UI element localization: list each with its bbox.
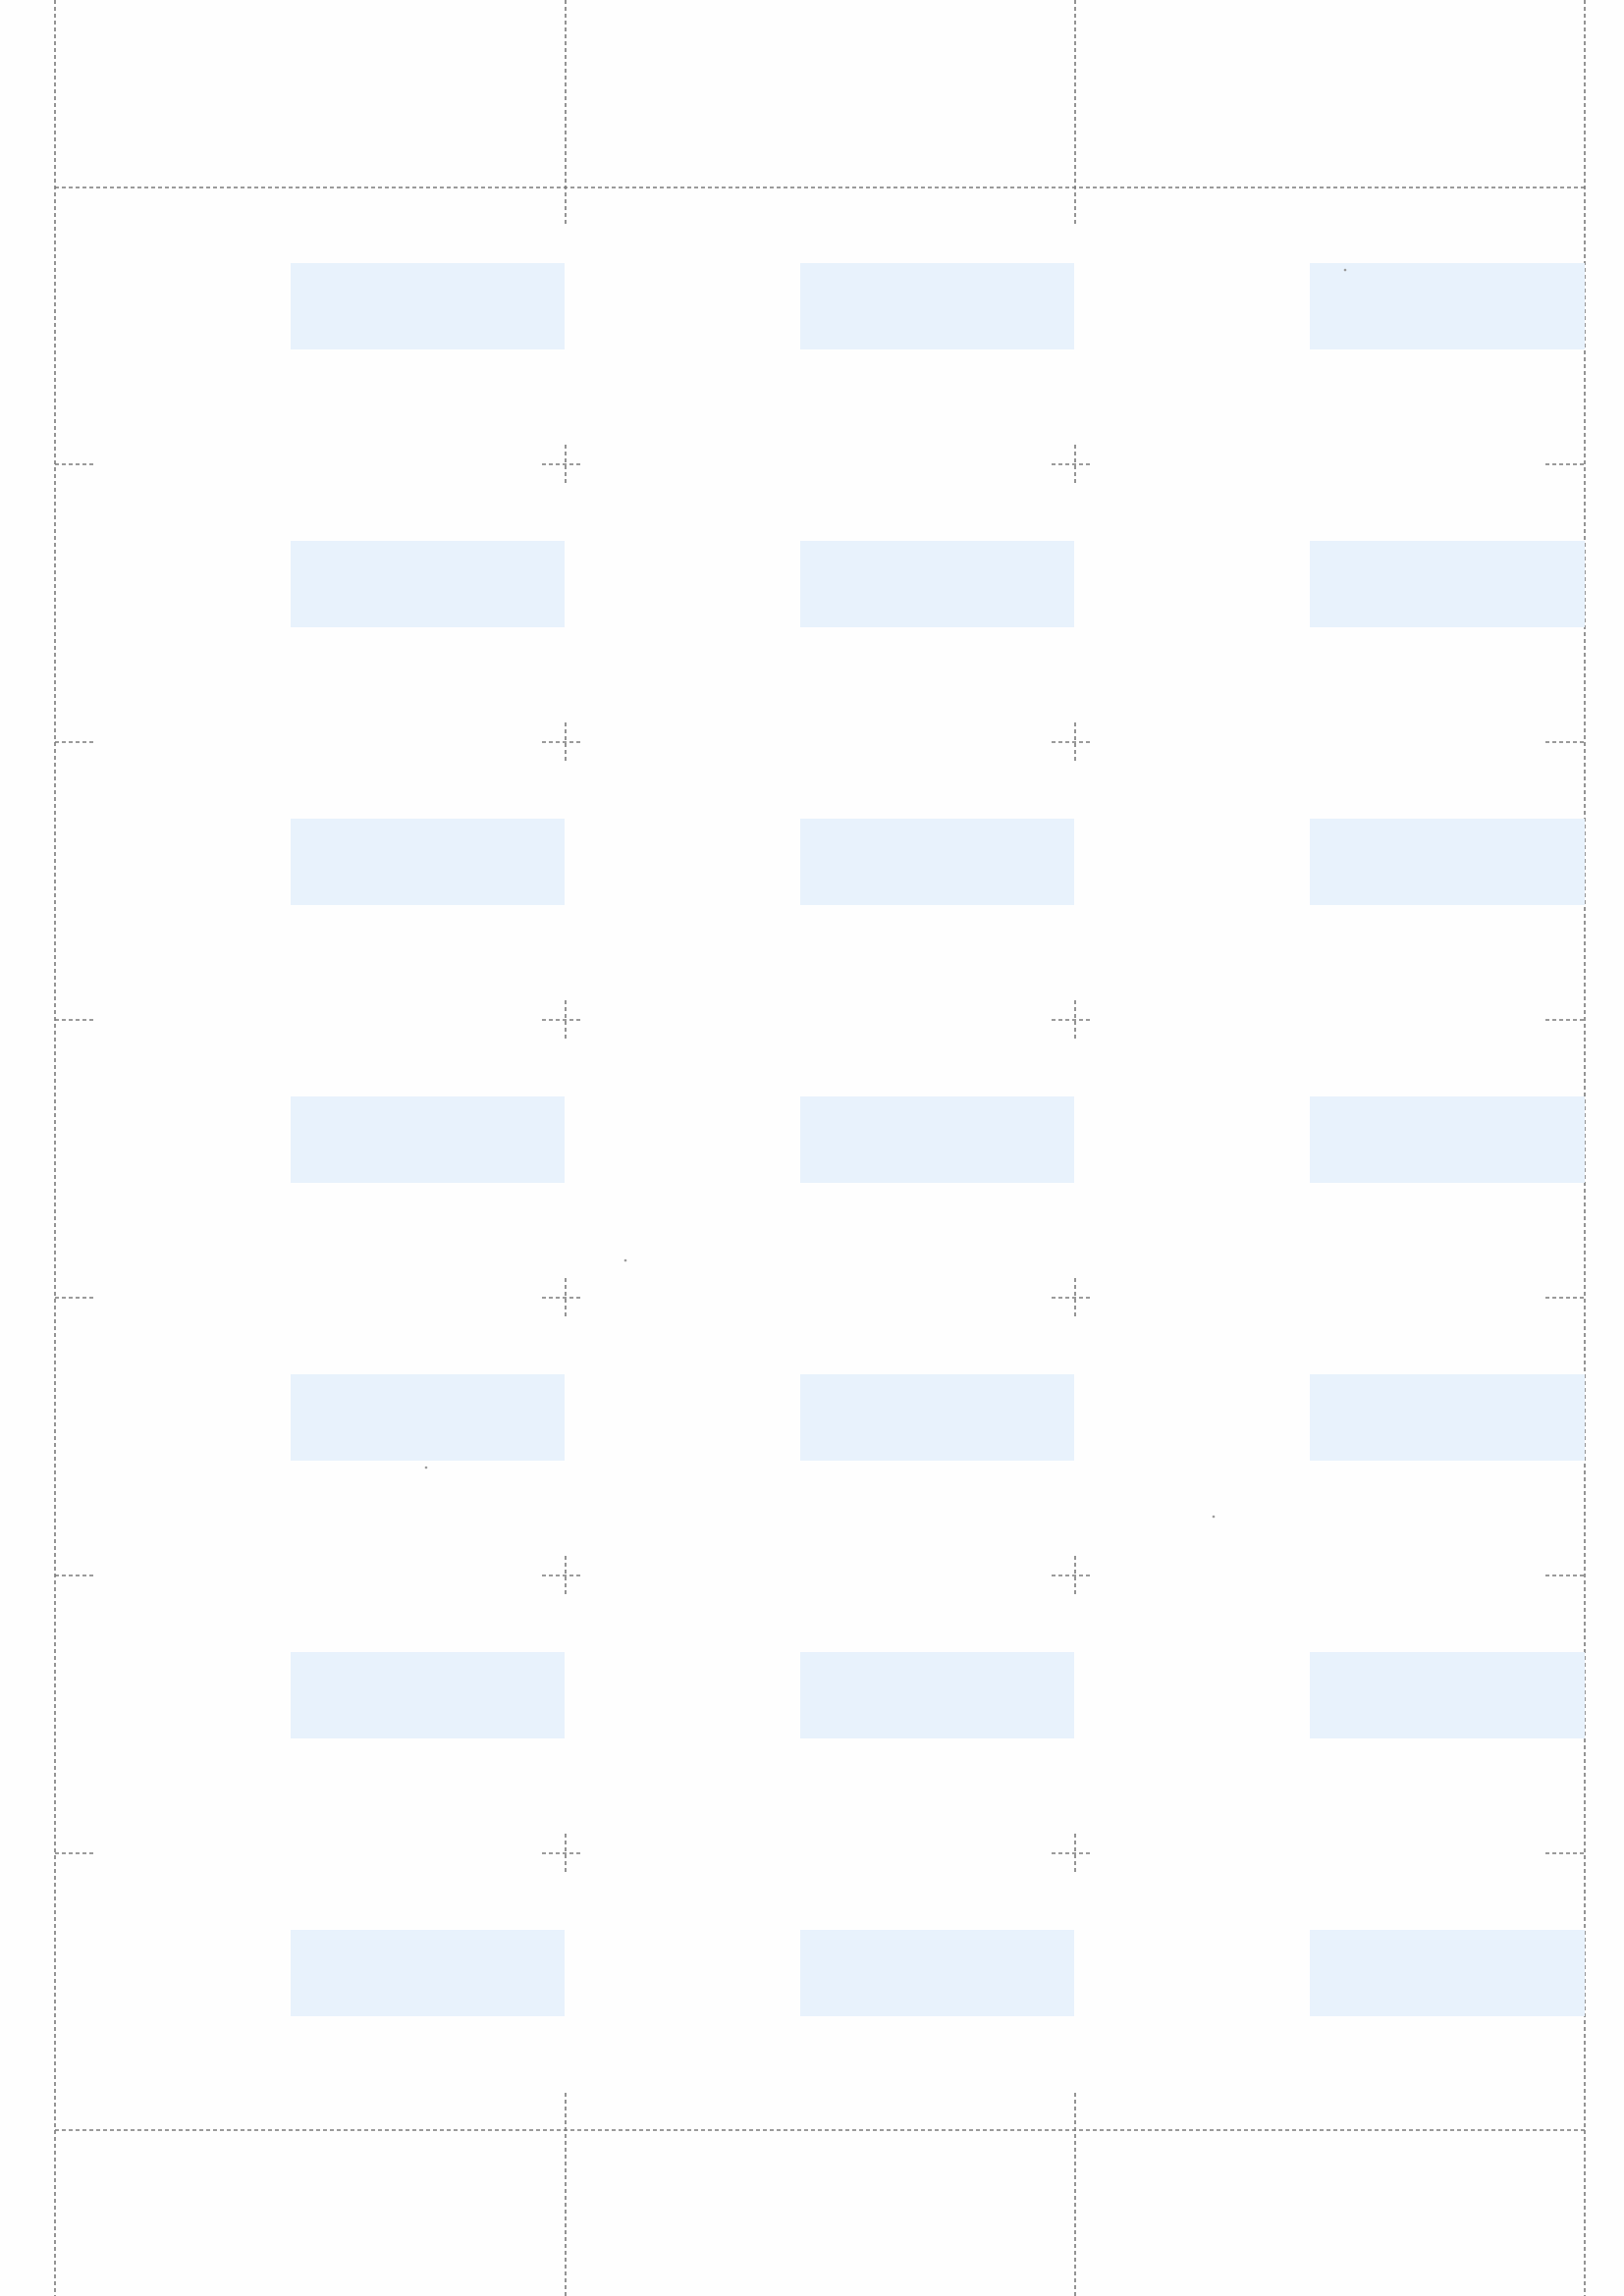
label-field-r7-c2: [800, 1930, 1074, 2016]
label-field-r5-c2: [800, 1374, 1074, 1461]
label-field-r7-c3: [1310, 1930, 1585, 2016]
label-field-r3-c1: [291, 819, 565, 905]
scan-speck-4: [1212, 1515, 1216, 1519]
scan-speck-1: [424, 1466, 428, 1469]
label-field-r4-c3: [1310, 1096, 1585, 1183]
label-field-r2-c1: [291, 541, 565, 627]
scan-speck-3: [1343, 268, 1347, 272]
label-field-r2-c3: [1310, 541, 1585, 627]
label-field-r5-c1: [291, 1374, 565, 1461]
label-field-r2-c2: [800, 541, 1074, 627]
label-field-r3-c3: [1310, 819, 1585, 905]
label-field-r3-c2: [800, 819, 1074, 905]
label-field-r6-c1: [291, 1652, 565, 1738]
label-field-r1-c2: [800, 263, 1074, 349]
label-field-r4-c1: [291, 1096, 565, 1183]
label-field-r4-c2: [800, 1096, 1074, 1183]
scan-speck-2: [623, 1258, 627, 1262]
label-field-r1-c1: [291, 263, 565, 349]
label-field-r6-c3: [1310, 1652, 1585, 1738]
label-field-r7-c1: [291, 1930, 565, 2016]
label-field-r5-c3: [1310, 1374, 1585, 1461]
label-field-r1-c3: [1310, 263, 1585, 349]
label-field-r6-c2: [800, 1652, 1074, 1738]
